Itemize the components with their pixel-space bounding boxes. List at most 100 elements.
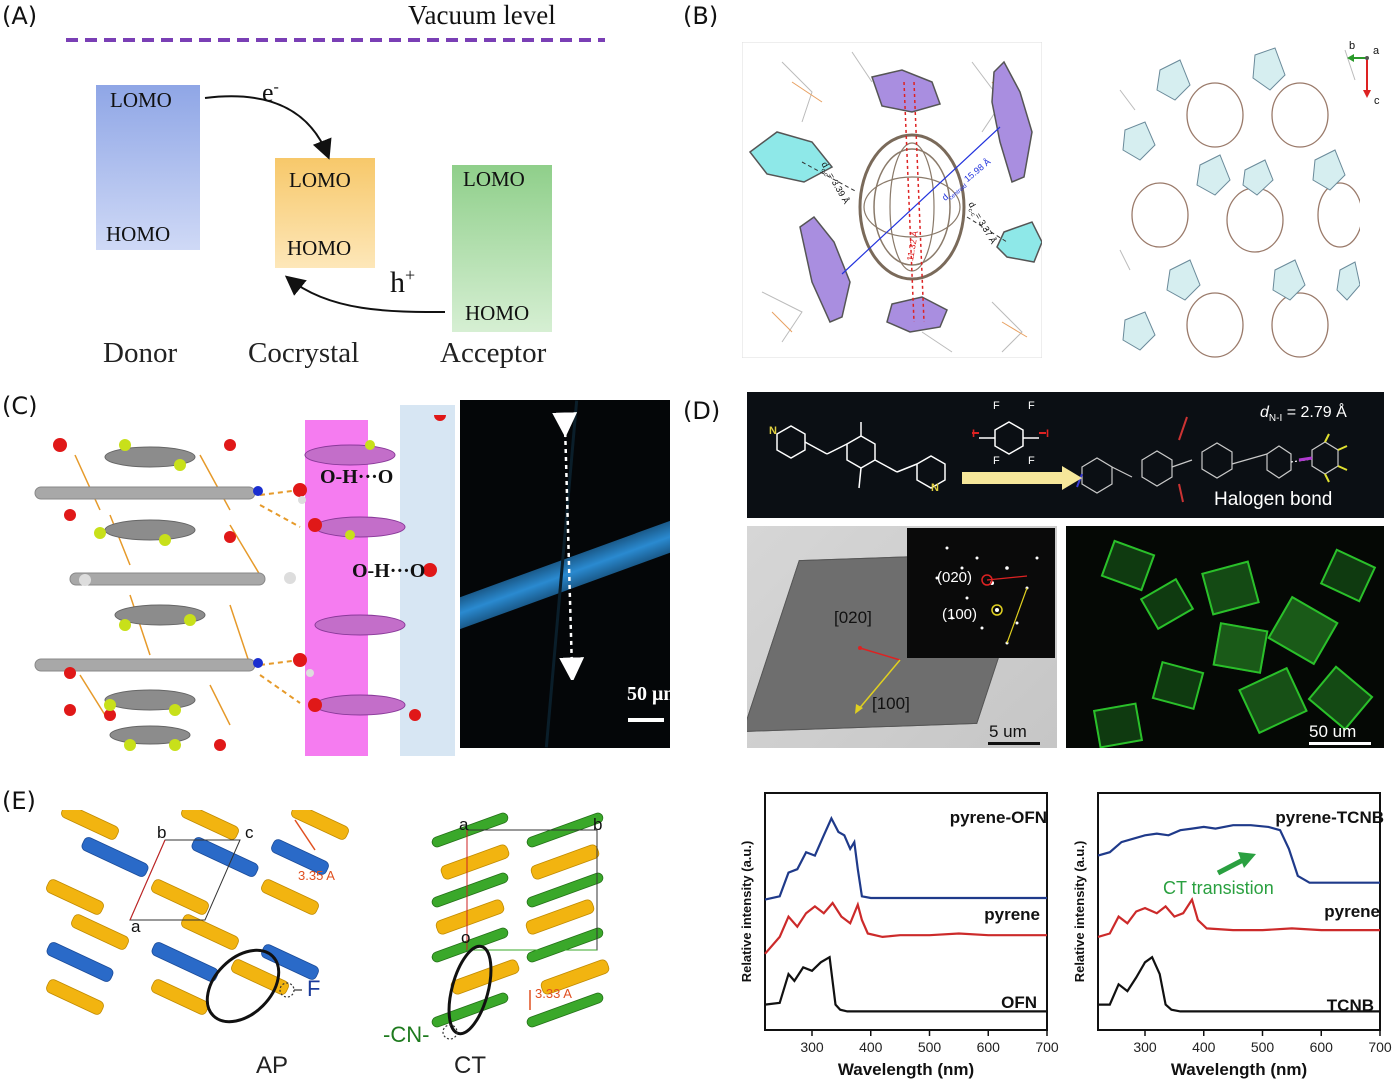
ct-axis-a: a <box>459 815 469 834</box>
acceptor-homo-label: HOMO <box>465 301 530 325</box>
vacuum-level-line <box>66 38 605 42</box>
hbond-label-1: O-H···O <box>320 466 394 488</box>
ct-cyano-label: -CN- <box>383 1022 430 1047</box>
axis-c-label: c <box>1374 95 1380 107</box>
crystal-axis-indicator <box>1347 54 1371 98</box>
ct-crystal-packing <box>431 812 610 1040</box>
halogen-distance-label: dN-I = 2.79 Å <box>1260 404 1347 425</box>
scale-bar-tem <box>988 742 1040 745</box>
scale-bar-c <box>628 718 664 722</box>
electron-transfer-arrow <box>204 95 332 160</box>
donor-homo-label: HOMO <box>106 222 171 246</box>
series-label: TCNB <box>1327 996 1374 1015</box>
series-line-pyrene-TCNB <box>1097 824 1380 884</box>
series-label: pyrene <box>1324 902 1380 921</box>
atom-f-4: F <box>1028 455 1035 467</box>
saed-label-020: (020) <box>937 569 973 586</box>
atom-n-right: N <box>931 482 939 494</box>
ap-caption: AP <box>256 1052 289 1079</box>
scale-bar-label-fl: 50 um <box>1309 722 1357 741</box>
cocrystal-stacking-structure <box>34 415 446 751</box>
pyrene-molecule-purple <box>799 60 1033 333</box>
plot-frame <box>764 792 1048 1031</box>
panel-c-label: (C) <box>2 392 38 420</box>
halogen-bond-scheme <box>747 392 1384 518</box>
series-line-TCNB <box>1098 955 1380 1013</box>
series-line-pyrene <box>764 901 1047 955</box>
ct-caption: CT <box>454 1052 486 1079</box>
x-tick-label: 500 <box>1251 1039 1275 1055</box>
donor-lomo-label: LOMO <box>110 88 172 112</box>
axis-a-label: a <box>1373 45 1380 57</box>
series-label: OFN <box>1001 993 1037 1012</box>
hole-symbol: h+ <box>390 265 416 299</box>
cocrystal-level-box <box>275 158 375 268</box>
ap-fluorine-label: F <box>307 976 321 1001</box>
donor-caption: Donor <box>103 337 178 369</box>
acceptor-caption: Acceptor <box>440 337 547 369</box>
absorption-chart-ofn: 300 400 500 600 700 pyrene-OFN pyrene OFN Wavele… <box>739 792 1059 1079</box>
scale-bar-label-c: 50 μm <box>627 683 680 705</box>
ap-distance-label: 3.35 A <box>298 868 335 883</box>
y-axis-label: Relative intensity (a.u.) <box>1072 841 1087 983</box>
tem-direction-arrows <box>855 646 901 714</box>
electron-symbol: e- <box>262 78 279 107</box>
fullerene-packing-view <box>1119 47 1360 358</box>
x-tick-label: 700 <box>1035 1039 1059 1055</box>
cocrystal-homo-label: HOMO <box>287 236 352 260</box>
cocrystal-caption: Cocrystal <box>248 337 360 369</box>
annotation-arrow <box>1216 857 1245 876</box>
x-tick-label: 600 <box>1310 1039 1334 1055</box>
hole-transfer-arrow <box>284 275 446 313</box>
saed-label-100: (100) <box>942 606 978 623</box>
scale-bar-fl <box>1309 742 1371 745</box>
halogen-bond-label: Halogen bond <box>1214 489 1333 510</box>
x-tick-label: 400 <box>1192 1039 1216 1055</box>
fluorescence-plates-image <box>1066 526 1384 748</box>
panel-a-label: (A) <box>2 2 38 30</box>
saed-inset <box>907 528 1055 658</box>
hbond-highlight-blue <box>400 405 455 756</box>
x-tick-label: 600 <box>977 1039 1001 1055</box>
ct-axis-o: o <box>461 928 471 947</box>
ap-crystal-packing <box>46 810 349 1024</box>
series-line-OFN <box>764 955 1047 1013</box>
charge-transfer-arrows <box>204 95 446 313</box>
atom-i-right: I <box>1046 428 1050 440</box>
annotation-arrowhead <box>1238 852 1256 868</box>
vacuum-level-label: Vacuum level <box>408 0 556 30</box>
y-axis-label: Relative intensity (a.u.) <box>739 841 754 983</box>
ap-axis-b: b <box>157 823 167 842</box>
fullerene-cocrystal-structure <box>742 42 1042 358</box>
absorption-chart-tcnb: 300 400 500 600 700 pyrene-TCNB pyrene TCNB Wave… <box>1072 792 1392 1079</box>
atom-f-3: F <box>993 455 1000 467</box>
hbond-label-2: O-H···O <box>352 560 426 582</box>
annotation-label: CT transistion <box>1163 878 1274 898</box>
atom-f-2: F <box>1028 400 1035 412</box>
saed-pattern <box>935 546 1039 645</box>
atom-f-1: F <box>993 400 1000 412</box>
panel-d-label: (D) <box>683 397 721 425</box>
atom-i-left: I <box>972 428 976 440</box>
x-tick-label: 300 <box>800 1039 824 1055</box>
ct-axis-b: b <box>593 815 603 834</box>
x-tick-label: 700 <box>1368 1039 1392 1055</box>
pyrene-molecule-cyan <box>748 131 1042 263</box>
x-tick-label: 400 <box>859 1039 883 1055</box>
x-tick-label: 500 <box>918 1039 942 1055</box>
ct-distance-label: 3.33 A <box>535 986 572 1001</box>
scale-bar-label-tem: 5 um <box>989 722 1027 741</box>
polarization-arrow <box>552 412 585 680</box>
direction-020-label: [020] <box>834 608 872 627</box>
panel-e-label: (E) <box>2 787 36 815</box>
x-axis-label: Wavelength (nm) <box>838 1060 974 1079</box>
cocrystal-lomo-label: LOMO <box>289 168 351 192</box>
ap-axis-c: c <box>245 823 254 842</box>
x-axis-label: Wavelength (nm) <box>1171 1060 1307 1079</box>
donor-level-box <box>96 85 200 250</box>
series-label: pyrene-OFN <box>950 808 1047 827</box>
acceptor-level-box <box>452 165 552 332</box>
ap-axis-a: a <box>131 917 141 936</box>
plot-frame <box>1097 792 1381 1031</box>
panel-b-label: (B) <box>683 2 719 30</box>
